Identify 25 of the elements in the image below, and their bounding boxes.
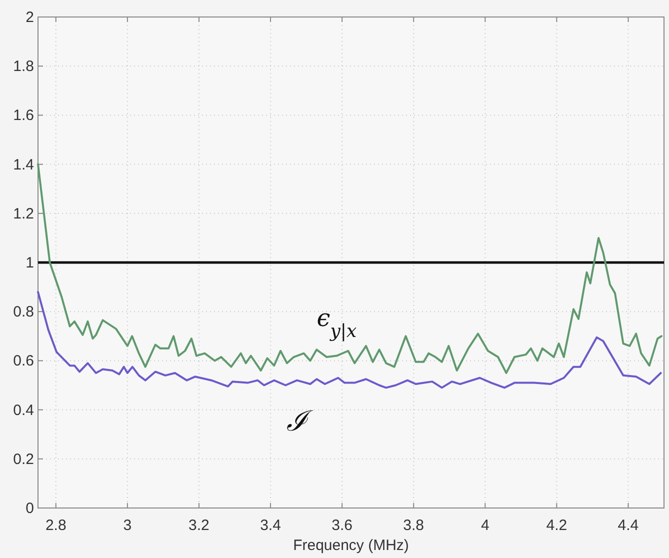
y-tick-label: 2 (26, 9, 34, 26)
y-tick-label: 1.4 (13, 156, 34, 174)
y-tick-label: 0 (26, 500, 34, 517)
x-tick-label: 3.8 (403, 517, 424, 534)
y-tick-label: 1.8 (13, 58, 34, 76)
y-tick-label: 0.6 (13, 352, 34, 370)
x-axis-title: Frequency (MHz) (293, 537, 409, 554)
line-series (37, 290, 662, 389)
x-tick-label: 2.8 (45, 517, 66, 534)
y-tick-label: 1.6 (13, 107, 34, 124)
x-tick-label: 3.4 (260, 517, 281, 534)
line-series (37, 163, 662, 374)
y-tick-label: 0.8 (13, 304, 34, 321)
x-tick-label: 3 (123, 517, 132, 534)
x-tick-label: 4 (480, 517, 490, 534)
y-tick-label: 0.4 (13, 402, 34, 419)
y-tick-label: 1 (26, 254, 34, 272)
series-label: ℐ (286, 404, 314, 438)
series-label: ϵ$_{y|x}$ (316, 304, 357, 342)
y-tick-label: 0.2 (13, 450, 34, 468)
x-tick-label: 4.4 (618, 517, 639, 534)
x-tick-label: 3.2 (188, 517, 210, 534)
x-tick-label: 4.2 (546, 517, 568, 534)
x-tick-label: 3.6 (332, 517, 352, 534)
y-tick-label: 1.2 (13, 205, 34, 222)
